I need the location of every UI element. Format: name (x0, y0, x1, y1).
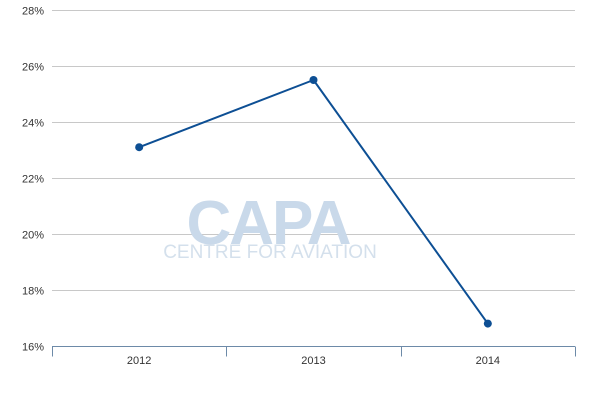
watermark-subtitle: CENTRE FOR AVIATION (163, 242, 377, 263)
data-point (483, 319, 492, 328)
y-tick-label: 20% (22, 230, 44, 242)
y-tick-label: 22% (22, 174, 44, 186)
data-point (135, 143, 144, 152)
data-point (309, 76, 318, 84)
y-tick-label: 24% (22, 118, 44, 130)
y-tick-labels: 16% 18% 20% 22% 24% 26% 28% (22, 6, 44, 354)
x-tick-label: 2012 (127, 355, 151, 367)
y-tick-label: 28% (22, 6, 44, 18)
watermark-logo-text: CAPA (186, 189, 350, 258)
y-tick-label: 16% (22, 342, 44, 354)
grid-layer (52, 10, 575, 291)
x-tick-label: 2014 (476, 355, 500, 367)
series-layer (135, 76, 492, 328)
y-tick-label: 18% (22, 286, 44, 298)
axis-layer (52, 346, 576, 357)
y-tick-label: 26% (22, 62, 44, 74)
capa-watermark: CAPA CENTRE FOR AVIATION (163, 189, 377, 263)
x-tick-label: 2013 (301, 355, 325, 367)
x-tick-labels: 2012 2013 2014 (127, 355, 500, 367)
